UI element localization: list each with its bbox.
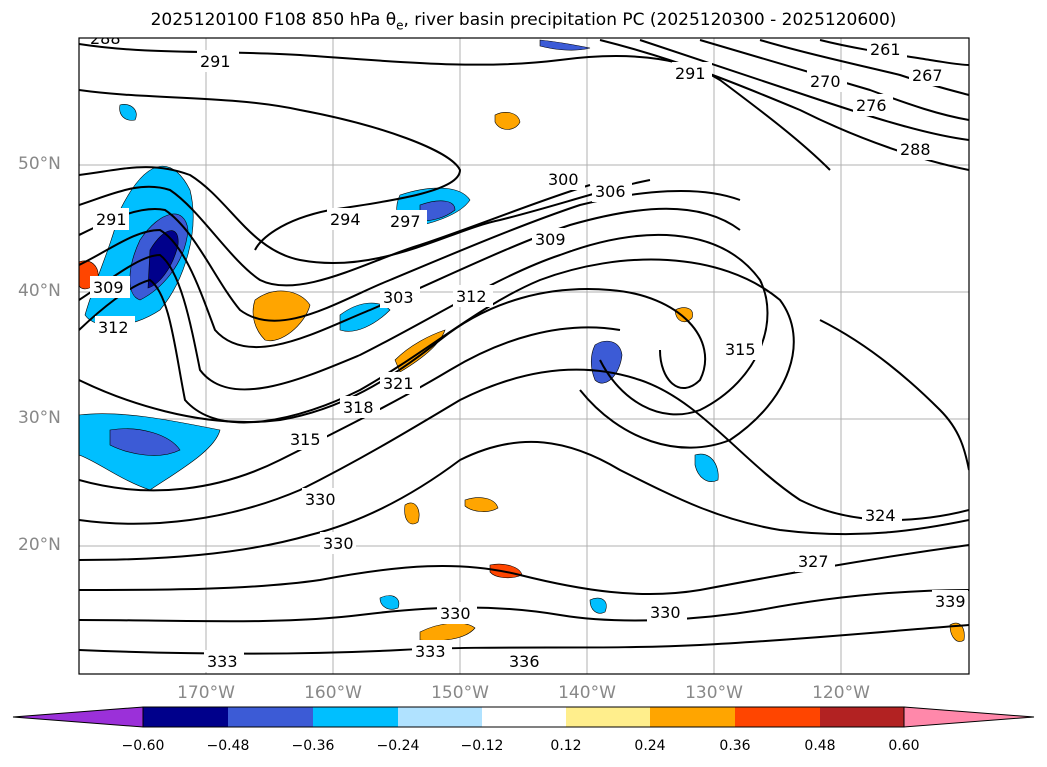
colorbar-segment	[650, 707, 735, 727]
colorbar-segment	[482, 707, 566, 727]
colorbar-tick-label: 0.48	[804, 738, 836, 754]
lon-label: 160°W	[304, 683, 362, 703]
colorbar-extend-high	[903, 706, 1035, 728]
theta-e-contours	[79, 39, 969, 655]
colorbar-segment	[228, 707, 313, 727]
lon-label: 120°W	[812, 683, 870, 703]
contour-label: 312	[456, 287, 487, 306]
colorbar-tick-label: 0.24	[634, 738, 666, 754]
contour-label: 333	[415, 642, 446, 661]
colorbar-frame	[142, 706, 905, 728]
contour-label: 327	[798, 552, 829, 571]
colorbar-tick-label: −0.36	[291, 738, 335, 754]
lat-label: 50°N	[18, 154, 61, 174]
contour-label: 291	[96, 210, 127, 229]
contour-label: 288	[90, 29, 121, 48]
lon-label: 140°W	[558, 683, 616, 703]
contour-label: 339	[935, 592, 966, 611]
colorbar	[12, 706, 1035, 728]
contour-label: 309	[93, 278, 124, 297]
lon-label: 130°W	[685, 683, 743, 703]
map-frame	[78, 37, 970, 675]
contour-label: 333	[207, 652, 238, 671]
contour-label: 324	[865, 506, 896, 525]
lon-label: 150°W	[431, 683, 489, 703]
colorbar-tick-label: 0.60	[888, 738, 920, 754]
lat-label: 20°N	[18, 535, 61, 555]
contour-label: 312	[98, 318, 129, 337]
lon-label: 170°W	[177, 683, 235, 703]
contour-labels: 291 288 294 297 300 306 309 312 303 321 …	[90, 29, 968, 672]
contour-label: 318	[343, 398, 374, 417]
contour-label: 291	[675, 64, 706, 83]
colorbar-segment	[313, 707, 398, 727]
contour-label: 300	[548, 170, 579, 189]
colorbar-extend-low	[12, 706, 144, 728]
contour-label: 336	[509, 652, 540, 671]
contour-label: 303	[383, 288, 414, 307]
colorbar-segment	[143, 707, 228, 727]
contour-label: 297	[390, 212, 421, 231]
contour-label: 309	[535, 230, 566, 249]
contour-label: 294	[330, 210, 361, 229]
graticule	[79, 38, 969, 674]
map-plot-area: 291 288 294 297 300 306 309 312 303 321 …	[79, 29, 969, 674]
contour-label: 330	[650, 603, 681, 622]
contour-label: 288	[900, 140, 931, 159]
contour-label: 315	[725, 340, 756, 359]
contour-label: 330	[323, 534, 354, 553]
contour-label: 315	[290, 430, 321, 449]
colorbar-tick-label: −0.60	[121, 738, 165, 754]
contour-label: 291	[200, 52, 231, 71]
contour-label: 267	[912, 66, 943, 85]
colorbar-segment	[566, 707, 650, 727]
colorbar-tick-label: −0.12	[460, 738, 504, 754]
contour-label: 330	[440, 604, 471, 623]
colorbar-tick-label: 0.12	[550, 738, 582, 754]
contour-label: 261	[870, 40, 901, 59]
colorbar-tick-label: −0.24	[376, 738, 420, 754]
colorbar-segment	[398, 707, 482, 727]
contour-label: 306	[595, 182, 626, 201]
map-title: 2025120100 F108 850 hPa θe, river basin …	[150, 10, 897, 33]
contour-label: 321	[383, 374, 414, 393]
colorbar-segment	[820, 707, 904, 727]
contour-label: 330	[305, 490, 336, 509]
colorbar-tick-label: −0.48	[206, 738, 250, 754]
lat-label: 30°N	[18, 408, 61, 428]
contour-label: 270	[810, 72, 841, 91]
contour-label: 276	[856, 96, 887, 115]
lat-label: 40°N	[18, 281, 61, 301]
colorbar-segment	[735, 707, 820, 727]
colorbar-tick-label: 0.36	[719, 738, 751, 754]
